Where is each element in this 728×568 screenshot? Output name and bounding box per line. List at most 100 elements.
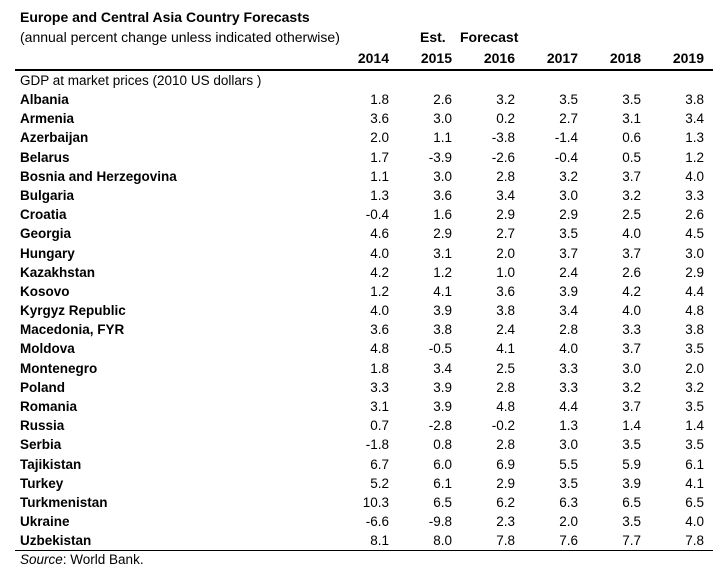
- table-row: Serbia -1.8 0.8 2.8 3.0 3.5 3.5: [0, 436, 728, 455]
- value-cell: 1.8: [370, 360, 389, 376]
- value-cell: 3.8: [496, 303, 515, 319]
- country-name: Serbia: [20, 437, 62, 453]
- table-row: Bosnia and Herzegovina 1.1 3.0 2.8 3.2 3.7 4.0: [0, 168, 728, 187]
- value-cell: 2.6: [433, 92, 452, 107]
- value-cell: 3.5: [685, 399, 704, 414]
- table-row: Hungary 4.0 3.1 2.0 3.7 3.7 3.0: [0, 245, 728, 264]
- table-row: Tajikistan 6.7 6.0 6.9 5.5 5.9 6.1: [0, 456, 728, 475]
- value-cell: -3.9: [428, 149, 452, 165]
- value-cell: 1.3: [559, 418, 578, 434]
- country-name: Montenegro: [20, 360, 98, 376]
- value-cell: -9.8: [428, 514, 452, 530]
- value-cell: 1.1: [433, 130, 452, 146]
- country-name: Tajikistan: [20, 456, 82, 472]
- table-row: Kosovo 1.2 4.1 3.6 3.9 4.2 4.4: [0, 283, 728, 302]
- table-row: Moldova 4.8 -0.5 4.1 4.0 3.7 3.5: [0, 340, 728, 359]
- value-cell: 4.4: [685, 283, 704, 299]
- value-cell: 3.3: [685, 187, 704, 203]
- value-cell: 4.1: [685, 475, 704, 491]
- value-cell: 2.7: [559, 111, 578, 127]
- value-cell: 6.2: [496, 494, 515, 510]
- value-cell: 3.2: [622, 187, 641, 203]
- value-cell: 2.9: [433, 226, 452, 242]
- country-name: Albania: [20, 92, 69, 107]
- value-cell: 2.5: [496, 360, 515, 376]
- table-row: Turkmenistan 10.3 6.5 6.2 6.3 6.5 6.5: [0, 494, 728, 513]
- value-cell: 3.0: [433, 111, 452, 127]
- value-cell: 6.5: [685, 494, 704, 510]
- value-cell: -2.6: [491, 149, 515, 165]
- value-cell: 3.7: [622, 341, 641, 357]
- value-cell: 1.0: [496, 264, 515, 280]
- value-cell: 1.3: [370, 187, 389, 203]
- value-cell: 4.0: [622, 303, 641, 319]
- value-cell: 3.9: [433, 399, 452, 414]
- value-cell: 3.1: [622, 111, 641, 127]
- value-cell: 0.5: [622, 149, 641, 165]
- value-cell: 2.0: [496, 245, 515, 261]
- value-cell: 3.5: [685, 437, 704, 453]
- value-cell: 5.9: [622, 456, 641, 472]
- value-cell: 3.5: [622, 437, 641, 453]
- value-cell: 3.1: [433, 245, 452, 261]
- value-cell: 4.0: [685, 168, 704, 184]
- value-cell: -0.4: [554, 149, 578, 165]
- country-name: Russia: [20, 418, 65, 434]
- value-cell: 6.5: [433, 494, 452, 510]
- value-cell: 0.2: [496, 111, 515, 127]
- value-cell: 4.5: [685, 226, 704, 242]
- country-name: Bulgaria: [20, 187, 75, 203]
- value-cell: -3.8: [491, 130, 515, 146]
- value-cell: 1.3: [685, 130, 704, 146]
- value-cell: 2.5: [622, 207, 641, 223]
- value-cell: 2.8: [496, 168, 515, 184]
- value-cell: 4.8: [370, 341, 389, 357]
- value-cell: 6.1: [433, 475, 452, 491]
- source-label: Source: [20, 552, 63, 567]
- value-cell: 2.9: [496, 475, 515, 491]
- value-cell: 0.8: [433, 437, 452, 453]
- value-cell: 4.8: [496, 399, 515, 414]
- value-cell: 8.1: [370, 533, 389, 549]
- value-cell: 5.5: [559, 456, 578, 472]
- table-row: Albania 1.8 2.6 3.2 3.5 3.5 3.8: [0, 91, 728, 110]
- value-cell: 3.0: [622, 360, 641, 376]
- value-cell: 3.5: [622, 92, 641, 107]
- value-cell: 2.8: [559, 322, 578, 338]
- value-cell: 4.0: [370, 303, 389, 319]
- value-cell: 3.3: [370, 379, 389, 395]
- value-cell: 4.0: [559, 341, 578, 357]
- table-row: Georgia 4.6 2.9 2.7 3.5 4.0 4.5: [0, 225, 728, 244]
- value-cell: 3.5: [559, 226, 578, 242]
- country-name: Bosnia and Herzegovina: [20, 168, 177, 184]
- value-cell: 2.0: [370, 130, 389, 146]
- value-cell: 3.4: [496, 187, 515, 203]
- country-name: Ukraine: [20, 514, 70, 530]
- year-header-row: 2014 2015 2016 2017 2018 2019: [0, 47, 728, 69]
- value-cell: 2.7: [496, 226, 515, 242]
- header-rule: [15, 69, 713, 71]
- country-name: Kosovo: [20, 283, 70, 299]
- value-cell: -6.6: [365, 514, 389, 530]
- value-cell: 5.2: [370, 475, 389, 491]
- table-row: Macedonia, FYR 3.6 3.8 2.4 2.8 3.3 3.8: [0, 321, 728, 340]
- value-cell: 2.9: [559, 207, 578, 223]
- value-cell: 3.8: [685, 322, 704, 338]
- value-cell: 4.8: [685, 303, 704, 319]
- table-row: Uzbekistan 8.1 8.0 7.8 7.6 7.7 7.8: [0, 532, 728, 551]
- value-cell: 7.8: [685, 533, 704, 549]
- value-cell: 3.6: [496, 283, 515, 299]
- value-cell: 1.8: [370, 92, 389, 107]
- value-cell: 3.5: [559, 475, 578, 491]
- table-row: Ukraine -6.6 -9.8 2.3 2.0 3.5 4.0: [0, 513, 728, 532]
- header-forecast: Forecast: [460, 29, 519, 45]
- value-cell: 3.6: [433, 187, 452, 203]
- value-cell: 3.4: [433, 360, 452, 376]
- value-cell: 0.7: [370, 418, 389, 434]
- table-row: Romania 3.1 3.9 4.8 4.4 3.7 3.5: [0, 398, 728, 417]
- table-body: Albania 1.8 2.6 3.2 3.5 3.5 3.8 Armenia 3.6 3.0 0.…: [0, 91, 728, 552]
- value-cell: 1.4: [685, 418, 704, 434]
- table-row: Kazakhstan 4.2 1.2 1.0 2.4 2.6 2.9: [0, 264, 728, 283]
- value-cell: -2.8: [428, 418, 452, 434]
- value-cell: 2.4: [559, 264, 578, 280]
